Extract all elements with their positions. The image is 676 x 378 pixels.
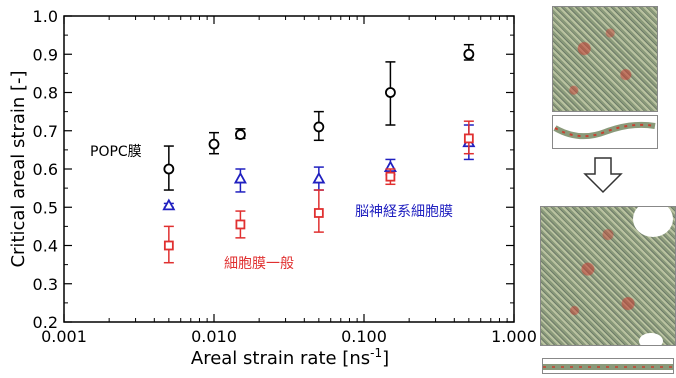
x-tick-label: 1.000 xyxy=(491,327,537,346)
membrane-pore xyxy=(639,333,663,345)
y-tick-label: 0.3 xyxy=(33,275,58,294)
data-point-circle xyxy=(463,48,475,60)
y-tick-label: 0.8 xyxy=(33,84,58,103)
plot-frame xyxy=(63,15,515,323)
y-tick-label: 0.9 xyxy=(33,45,58,64)
data-point-square xyxy=(463,133,474,144)
x-axis-title: Areal strain rate [ns-1] xyxy=(191,346,389,369)
y-tick-label: 0.5 xyxy=(33,198,58,217)
data-point-circle xyxy=(208,138,220,150)
membrane-ruptured-top-view-image xyxy=(540,206,676,346)
data-point-square xyxy=(235,219,246,230)
data-point-triangle xyxy=(312,171,326,184)
data-point-circle xyxy=(235,129,246,140)
membrane-top-view-image xyxy=(552,6,658,112)
annotation-neural: 脳神経系細胞膜 xyxy=(355,204,453,220)
series-circle xyxy=(163,43,475,191)
annotation-general: 細胞膜一般 xyxy=(224,256,294,272)
membrane-side-view-image xyxy=(552,115,658,149)
x-tick-label: 0.001 xyxy=(41,327,87,346)
data-point-circle xyxy=(313,121,325,133)
x-tick-label: 0.010 xyxy=(191,327,237,346)
y-axis-title: Critical areal strain [-] xyxy=(8,70,29,267)
membrane-side-wave xyxy=(553,121,656,140)
x-tick-label: 0.100 xyxy=(341,327,387,346)
y-tick-label: 0.6 xyxy=(33,160,58,179)
x-axis-title-main: Areal strain rate [ns xyxy=(191,348,370,369)
y-tick-label: 1.0 xyxy=(33,7,58,26)
membrane-ruptured-side-view-image xyxy=(542,358,674,374)
data-point-square xyxy=(313,208,324,218)
down-arrow-icon xyxy=(583,157,623,194)
chart: 0.001 0.010 0.100 1.000 0.2 0.3 0.4 0.5 0.6 0.7 0… xyxy=(8,7,537,369)
data-point-triangle xyxy=(162,198,176,211)
data-point-triangle xyxy=(233,171,247,184)
data-point-circle xyxy=(385,87,396,98)
data-point-circle xyxy=(163,163,175,175)
annotation-popc: POPC膜 xyxy=(90,144,142,160)
y-tick-label: 0.7 xyxy=(33,122,58,141)
x-axis-title-sup: -1 xyxy=(370,346,382,360)
y-tick-label: 0.2 xyxy=(33,313,58,332)
data-point-square xyxy=(163,240,174,251)
series-square xyxy=(163,120,474,264)
membrane-flat-layer xyxy=(543,364,673,370)
membrane-pore xyxy=(633,207,673,237)
x-axis-title-end: ] xyxy=(382,348,389,369)
y-tick-label: 0.4 xyxy=(33,237,58,256)
data-point-square xyxy=(385,171,396,182)
